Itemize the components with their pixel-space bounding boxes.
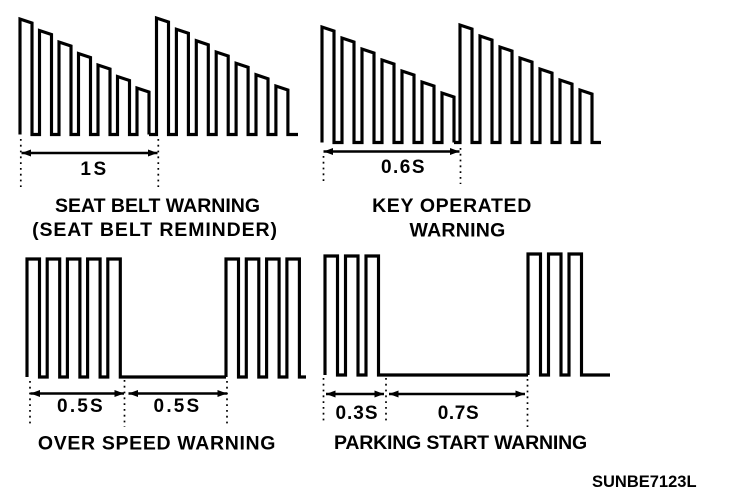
svg-text:0.5S: 0.5S [57, 396, 105, 417]
svg-text:1S: 1S [80, 159, 108, 180]
svg-text:SUNBE7123L: SUNBE7123L [592, 473, 697, 491]
svg-text:0.7S: 0.7S [438, 403, 480, 424]
svg-text:(SEAT BELT REMINDER): (SEAT BELT REMINDER) [32, 219, 278, 241]
svg-text:PARKING START WARNING: PARKING START WARNING [334, 432, 587, 454]
svg-text:KEY OPERATED: KEY OPERATED [372, 195, 532, 217]
svg-text:0.5S: 0.5S [154, 396, 202, 417]
svg-text:SEAT BELT WARNING: SEAT BELT WARNING [55, 195, 260, 217]
svg-text:0.3S: 0.3S [335, 403, 378, 424]
svg-text:WARNING: WARNING [410, 220, 506, 242]
svg-text:OVER SPEED WARNING: OVER SPEED WARNING [38, 433, 276, 455]
svg-text:0.6S: 0.6S [381, 157, 426, 178]
